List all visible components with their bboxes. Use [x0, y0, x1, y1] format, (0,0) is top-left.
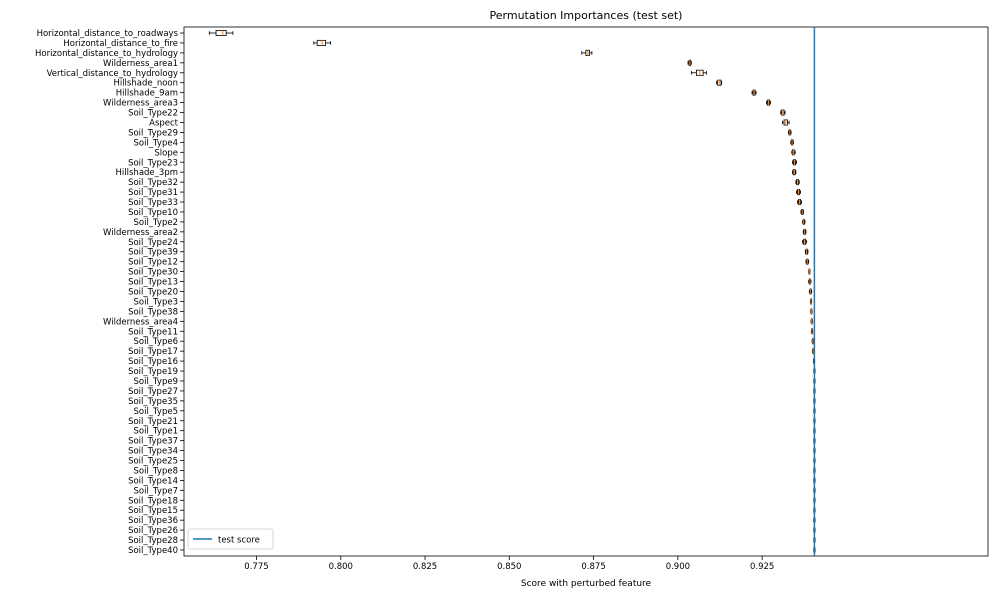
y-tick-label: Soil_Type14	[128, 476, 178, 486]
y-tick-label: Vertical_distance_to_hydrology	[47, 69, 178, 79]
y-tick-label: Soil_Type1	[133, 427, 178, 437]
y-tick-label: Soil_Type33	[128, 198, 178, 208]
y-tick-label: Soil_Type38	[128, 307, 178, 317]
y-tick-label: Soil_Type32	[128, 178, 178, 188]
y-tick-label: Soil_Type37	[128, 437, 178, 447]
y-tick-label: Aspect	[149, 118, 179, 128]
y-tick-label: Soil_Type36	[128, 516, 178, 526]
y-tick-label: Soil_Type12	[128, 258, 178, 268]
y-tick-label: Soil_Type7	[133, 486, 178, 496]
y-tick-label: Soil_Type24	[128, 238, 178, 248]
plot-area: 0.775 0.800 0.825 0.850 0.875 0.900 0.925 Horiz…	[35, 26, 989, 572]
y-tick-label: Soil_Type26	[128, 526, 178, 536]
y-tick-label: Soil_Type19	[128, 367, 178, 377]
x-tick-label: 0.925	[750, 562, 774, 572]
y-tick-label: Soil_Type35	[128, 397, 178, 407]
y-tick-label: Soil_Type21	[128, 417, 178, 427]
x-axis-label: Score with perturbed feature	[521, 579, 652, 589]
y-tick-label: Soil_Type34	[128, 447, 178, 457]
y-tick-label: Hillshade_noon	[113, 79, 178, 89]
y-tick-label: Soil_Type2	[133, 218, 178, 228]
y-tick-label: Soil_Type11	[128, 327, 178, 337]
y-tick-label: Wilderness_area2	[103, 228, 178, 238]
y-tick-label: Soil_Type20	[128, 288, 178, 298]
chart-title: Permutation Importances (test set)	[490, 9, 683, 22]
x-tick-label: 0.900	[666, 562, 690, 572]
y-tick-label: Wilderness_area1	[103, 59, 178, 69]
y-tick-label: Soil_Type10	[128, 208, 178, 218]
y-tick-label: Soil_Type40	[128, 546, 178, 556]
y-tick-label: Horizontal_distance_to_fire	[63, 39, 178, 49]
box	[215, 29, 227, 36]
legend-label: test score	[218, 536, 260, 546]
y-tick-label: Soil_Type16	[128, 357, 178, 367]
y-tick-label: Wilderness_area4	[103, 317, 178, 327]
y-tick-label: Soil_Type28	[128, 536, 178, 546]
y-tick-label: Hillshade_3pm	[116, 168, 178, 178]
x-tick-label: 0.875	[581, 562, 605, 572]
box	[316, 39, 326, 46]
y-tick-label: Soil_Type27	[128, 387, 178, 397]
y-tick-label: Soil_Type3	[133, 297, 178, 307]
y-tick-label: Soil_Type15	[128, 506, 178, 516]
x-tick-label: 0.825	[413, 562, 437, 572]
plot-frame	[183, 26, 989, 557]
y-tick-label: Horizontal_distance_to_roadways	[37, 29, 179, 39]
y-tick-label: Hillshade_9am	[116, 89, 178, 99]
y-tick-label: Soil_Type8	[133, 466, 178, 476]
y-tick-label: Soil_Type9	[133, 377, 178, 387]
y-tick-label: Wilderness_area3	[103, 99, 178, 109]
y-tick-label: Soil_Type13	[128, 278, 178, 288]
legend-box	[187, 528, 274, 550]
y-tick-label: Soil_Type5	[133, 407, 178, 417]
y-tick-label: Soil_Type18	[128, 496, 178, 506]
x-tick-label: 0.775	[244, 562, 268, 572]
x-tick-label: 0.850	[497, 562, 521, 572]
y-tick-label: Soil_Type29	[128, 128, 178, 138]
y-tick-label: Slope	[154, 148, 178, 158]
y-tick-label: Soil_Type4	[133, 138, 178, 148]
y-tick-label: Soil_Type22	[128, 109, 178, 119]
y-tick-label: Soil_Type6	[133, 337, 178, 347]
y-tick-label: Soil_Type23	[128, 158, 178, 168]
y-tick-label: Soil_Type31	[128, 188, 178, 198]
y-tick-label: Soil_Type17	[128, 347, 178, 357]
y-tick-label: Horizontal_distance_to_hydrology	[35, 49, 178, 59]
x-tick-label: 0.800	[329, 562, 353, 572]
y-tick-label: Soil_Type25	[128, 457, 178, 467]
y-tick-label: Soil_Type39	[128, 248, 178, 258]
y-tick-label: Soil_Type30	[128, 268, 178, 278]
